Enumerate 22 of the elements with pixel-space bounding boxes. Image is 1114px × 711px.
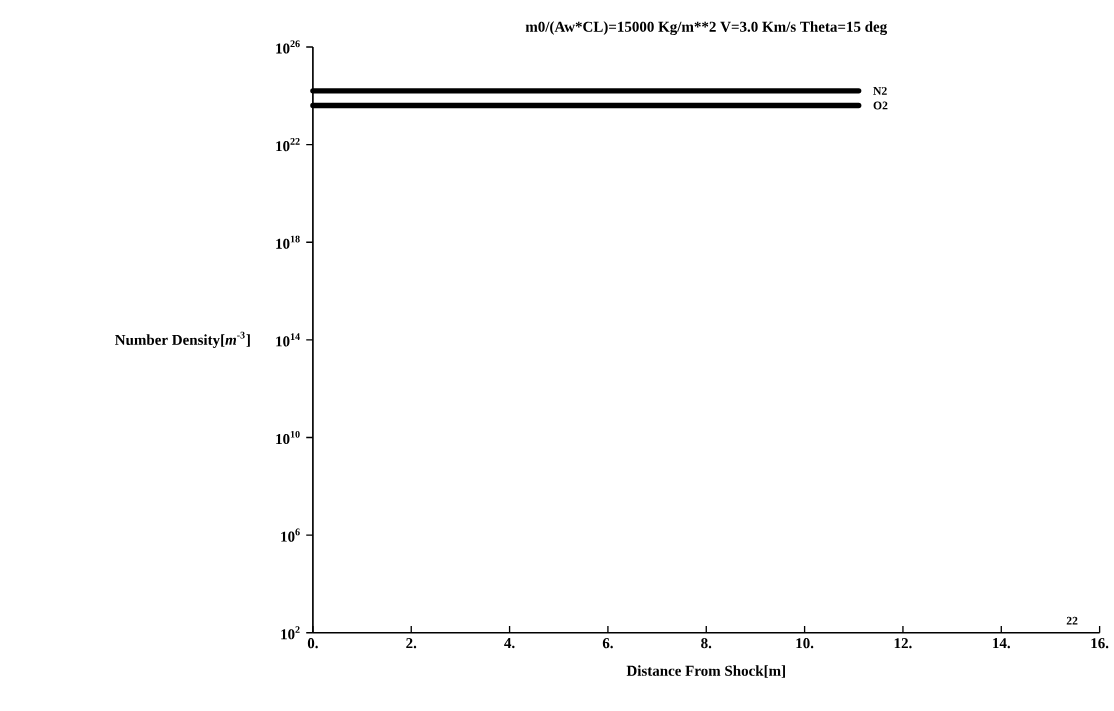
x-tick-label: 2.: [406, 638, 417, 649]
y-axis-title: Number Density[m$^{-3}$]: [115, 331, 250, 349]
y-tick-label: 10$^{26}$: [276, 40, 300, 54]
x-tick-label: 16.: [1091, 638, 1109, 649]
y-tick-label: 10$^{14}$: [276, 333, 300, 347]
x-tick-label: 6.: [602, 638, 613, 649]
chart-title: m0/(Aw*CL)=15000 Kg/m**2 V=3.0 Km/s Theta=15 deg: [525, 21, 888, 36]
series-label: N2: [873, 87, 887, 95]
y-tick-label: 10$^{18}$: [276, 235, 300, 249]
x-tick-label: 12.: [894, 638, 912, 649]
y-tick-label: 10$^{10}$: [276, 431, 300, 445]
y-tick-label: 10$^{22}$: [276, 138, 300, 152]
annotation: 22: [1066, 616, 1078, 625]
x-tick-label: 14.: [993, 638, 1010, 649]
x-axis-title: Distance From Shock[m]: [626, 665, 785, 678]
series-label: O2: [873, 101, 888, 110]
y-tick-label: 10$^{2}$: [281, 626, 300, 640]
x-tick-label: 8.: [701, 638, 712, 649]
x-tick-label: 4.: [504, 638, 515, 649]
x-tick-label: 0.: [307, 638, 318, 649]
y-tick-label: 10$^{6}$: [281, 528, 300, 542]
x-tick-label: 10.: [796, 638, 814, 649]
